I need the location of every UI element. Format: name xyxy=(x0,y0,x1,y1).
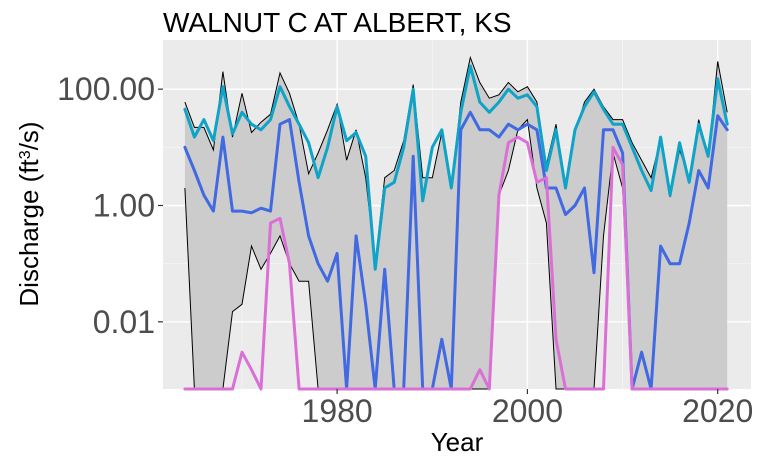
series-p90-line xyxy=(183,64,729,271)
x-tick-label: 2020 xyxy=(682,393,753,429)
y-tick-label: 1.00 xyxy=(93,187,155,223)
y-tick-label: 0.01 xyxy=(93,304,155,340)
y-axis-label: Discharge (ft3/s) xyxy=(14,121,44,306)
y-axis-ticks: 0.01 1.00 100.00 xyxy=(57,71,163,340)
x-tick-label: 1980 xyxy=(302,393,373,429)
chart-title: WALNUT C AT ALBERT, KS xyxy=(163,7,512,38)
y-tick-label: 100.00 xyxy=(57,71,155,107)
x-axis-label: Year xyxy=(431,427,484,457)
series-min_line-line xyxy=(183,135,729,391)
y-axis-label-prefix: Discharge (ft xyxy=(14,158,44,306)
x-axis-ticks: 1980 2000 2020 xyxy=(302,389,753,429)
series-median-line xyxy=(183,110,729,391)
y-axis-label-sup: 3 xyxy=(17,150,34,159)
x-tick-label: 2000 xyxy=(492,393,563,429)
series-lines xyxy=(183,64,729,391)
y-axis-label-suffix: /s) xyxy=(14,121,44,150)
